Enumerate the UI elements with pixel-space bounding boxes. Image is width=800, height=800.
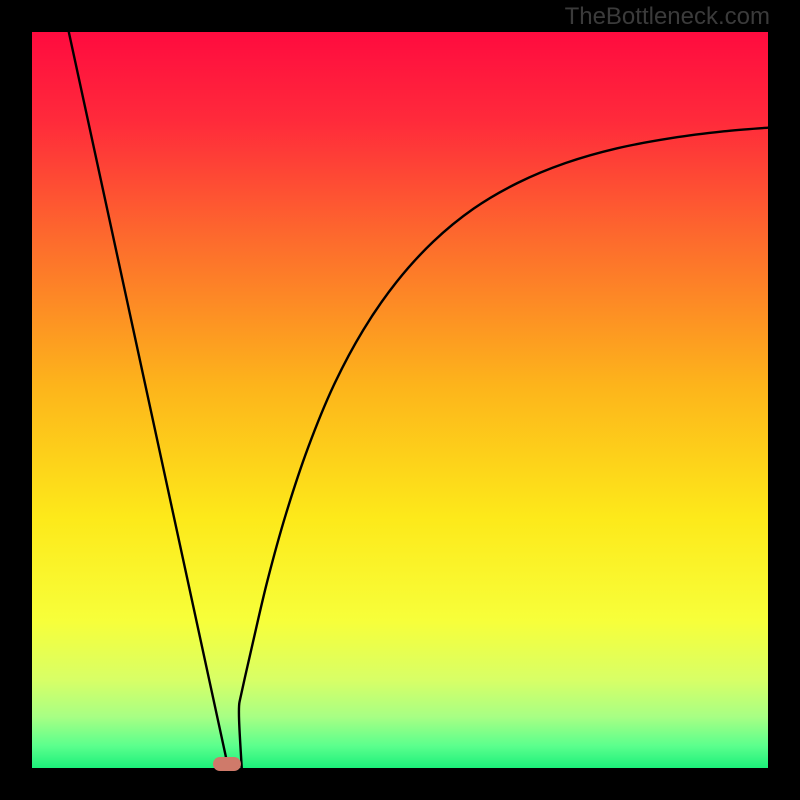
curve-svg (32, 32, 768, 768)
plot-area (32, 32, 768, 768)
minimum-marker (213, 757, 241, 771)
bottleneck-curve (69, 32, 768, 768)
watermark-text: TheBottleneck.com (565, 3, 770, 31)
chart-stage: TheBottleneck.com (0, 0, 800, 800)
